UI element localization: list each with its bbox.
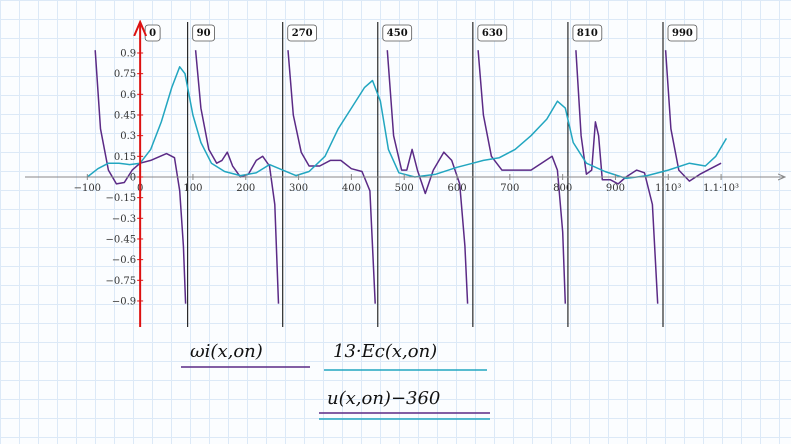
x-tick-label: 500	[395, 183, 414, 194]
y-tick-label: −0.6	[112, 255, 136, 266]
marker-label: 270	[292, 28, 313, 39]
y-tick-label: 0.15	[114, 152, 136, 163]
marker-label-box	[572, 24, 603, 42]
marker-label: 450	[387, 28, 408, 39]
marker-label: 0	[149, 28, 156, 39]
marker-label-box	[382, 24, 413, 42]
marker-label: 990	[672, 28, 693, 39]
series-line	[86, 66, 728, 180]
y-tick-label: 0.75	[114, 69, 136, 80]
marker-label-box	[667, 24, 698, 42]
y-tick-label: 0.3	[120, 131, 136, 142]
x-tick-label: 200	[236, 183, 255, 194]
y-tick-label: 0.6	[120, 90, 136, 101]
marker-label-box	[477, 24, 508, 42]
x-tick-label: 1.1·10³	[703, 183, 739, 194]
x-tick-label: 600	[447, 183, 466, 194]
marker-label: 630	[482, 28, 503, 39]
x-tick-label: 700	[500, 183, 519, 194]
legend-entry: ωi(x,on)	[190, 341, 263, 362]
marker-label: 810	[577, 28, 598, 39]
x-tick-label: 100	[183, 183, 202, 194]
y-tick-label: −0.3	[112, 214, 136, 225]
x-tick-label: 1·10³	[655, 183, 681, 194]
y-tick-label: −0.9	[112, 296, 136, 307]
marker-label: 90	[197, 28, 211, 39]
y-tick-label: 0.9	[120, 48, 136, 59]
x-tick-label: 400	[342, 183, 361, 194]
x-tick-label: 800	[553, 183, 572, 194]
y-tick-label: 0.45	[114, 110, 136, 121]
y-tick-label: −0.15	[105, 193, 136, 204]
marker-label-box	[192, 24, 215, 42]
x-tick-label: 900	[606, 183, 625, 194]
y-tick-label: 0	[130, 172, 136, 183]
x-tick-label: −100	[74, 183, 101, 194]
x-tick-label: 300	[289, 183, 308, 194]
legend-entry: 13·Ec(x,on)	[333, 341, 437, 362]
y-tick-label: −0.75	[105, 276, 136, 287]
y-tick-label: −0.45	[105, 234, 136, 245]
marker-label-box	[287, 24, 318, 42]
x-axis-label: u(x,on)−360	[327, 388, 440, 409]
